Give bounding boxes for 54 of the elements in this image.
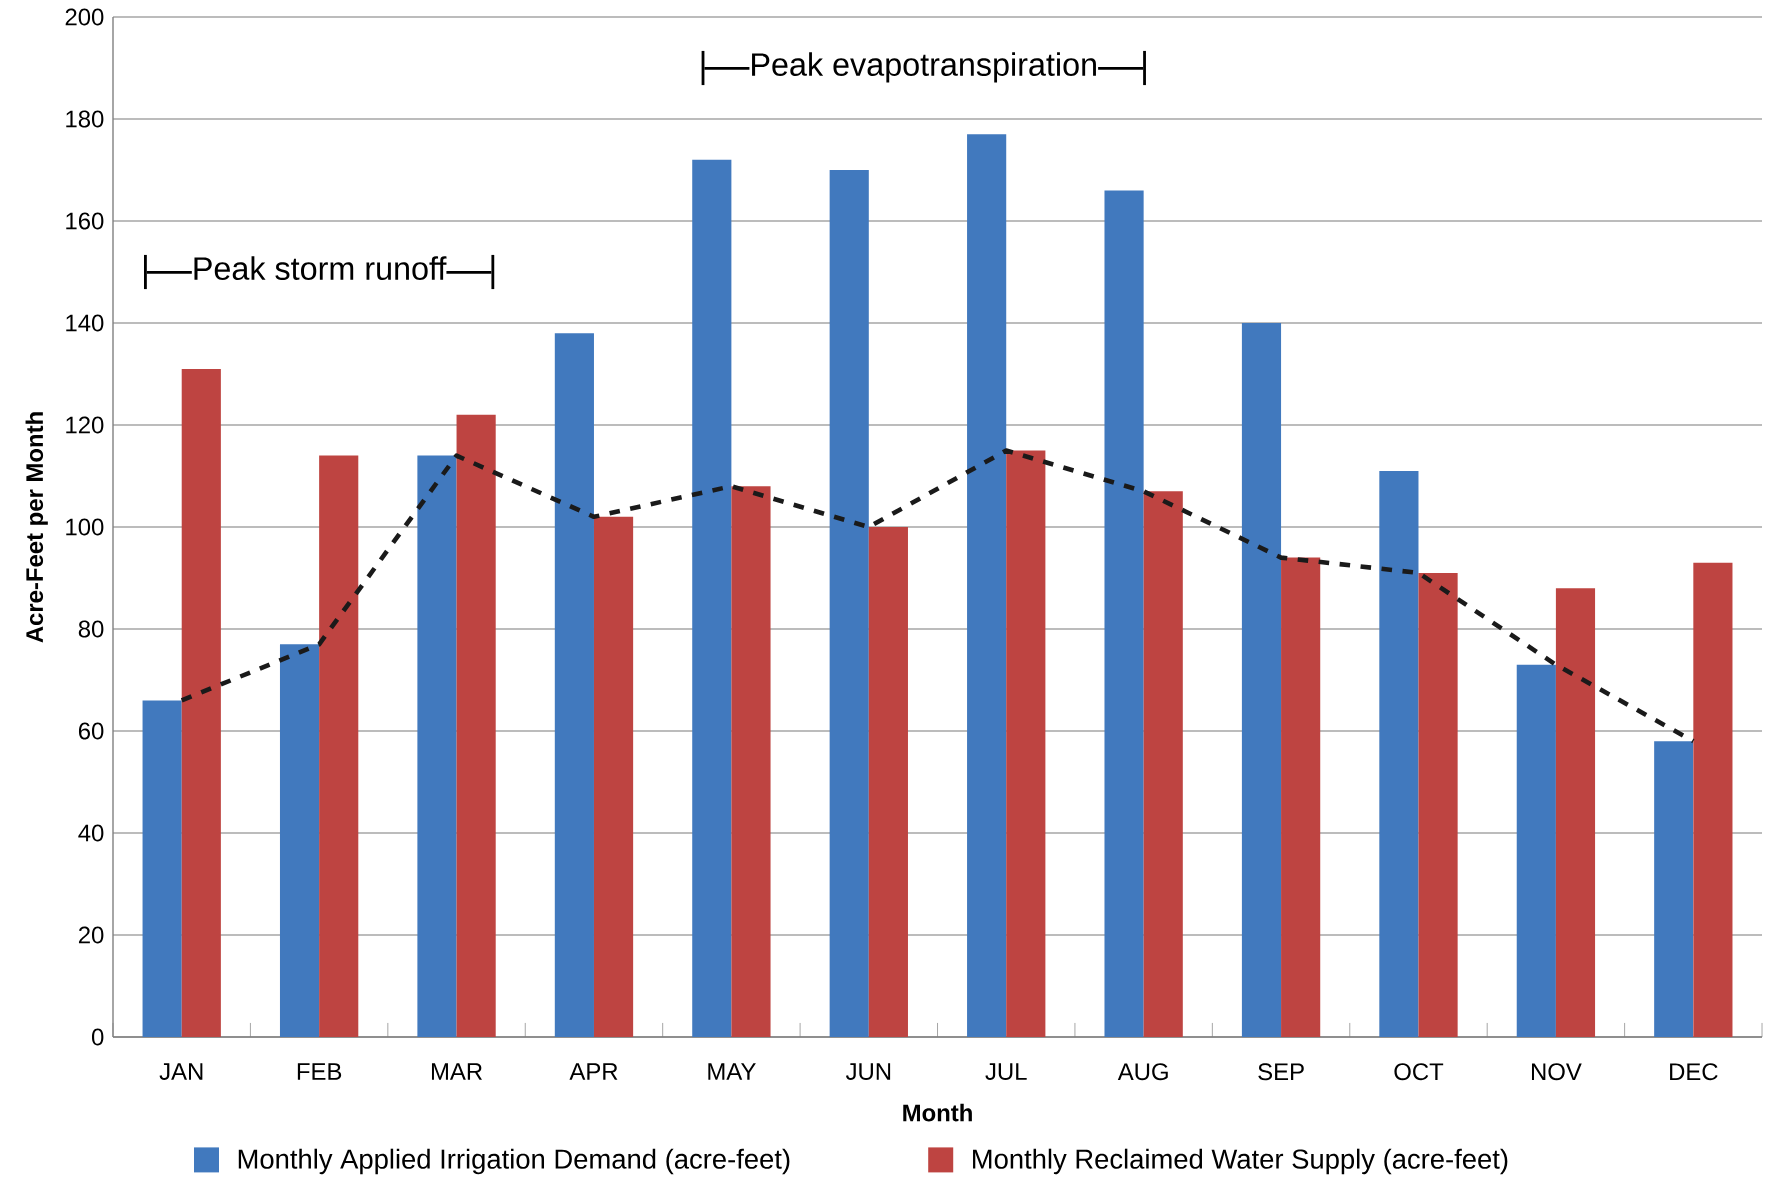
bar	[1006, 450, 1046, 1037]
y-tick-label: 140	[66, 314, 104, 332]
bar	[1654, 741, 1694, 1037]
x-tick-label: OCT	[1394, 1063, 1444, 1081]
x-tick-label: DEC	[1670, 1063, 1718, 1081]
y-tick-label: 200	[65, 8, 104, 26]
bar	[967, 134, 1007, 1037]
y-axis-title: Acre-Feet per Month	[25, 412, 48, 643]
x-tick-label: JAN	[159, 1063, 203, 1080]
legend-label: Monthly Applied Irrigation Demand (acre-feet)	[238, 1148, 790, 1175]
bar	[1379, 470, 1419, 1037]
annotation: Peak storm runoff	[194, 256, 447, 280]
bar	[1281, 557, 1321, 1037]
y-tick-label: 60	[78, 722, 104, 740]
bar	[1516, 664, 1556, 1037]
x-tick-label: FEB	[297, 1063, 342, 1080]
bar	[868, 526, 908, 1037]
x-tick-label: MAY	[708, 1063, 756, 1080]
y-tick-label: 180	[66, 110, 104, 128]
bar	[1241, 322, 1282, 1037]
bar	[417, 455, 457, 1037]
x-tick-label: SEP	[1258, 1063, 1304, 1081]
bar	[692, 159, 732, 1037]
bar	[319, 455, 359, 1037]
x-tick-label: MAR	[431, 1063, 482, 1080]
bar	[1693, 562, 1733, 1037]
bar	[731, 486, 771, 1037]
y-tick-label: 40	[78, 824, 104, 842]
y-tick-label: 160	[66, 212, 104, 230]
x-tick-label: AUG	[1117, 1063, 1168, 1081]
x-axis-title: Month	[903, 1103, 972, 1122]
x-tick-label: JUN	[845, 1063, 891, 1080]
bar	[142, 700, 182, 1037]
bar	[829, 169, 869, 1037]
x-tick-label: APR	[569, 1063, 618, 1080]
y-tick-label: 20	[78, 926, 104, 944]
bar	[593, 516, 634, 1037]
x-tick-label: NOV	[1531, 1063, 1582, 1081]
bar	[1143, 491, 1183, 1037]
y-tick-label: 100	[66, 518, 104, 536]
y-tick-label: 120	[66, 416, 104, 434]
bar	[279, 644, 320, 1037]
bar	[554, 333, 594, 1037]
x-tick-label: JUL	[985, 1063, 1027, 1080]
line-series	[179, 448, 1696, 744]
y-tick-label: 80	[78, 620, 104, 638]
y-tick-label: 0	[91, 1028, 104, 1046]
annotation: Peak evapotranspiration	[752, 52, 1096, 83]
bar	[1104, 190, 1144, 1037]
bar	[181, 368, 221, 1037]
bar	[456, 414, 496, 1037]
bar	[1555, 588, 1596, 1037]
legend-label: Monthly Reclaimed Water Supply (acre-feet)	[973, 1148, 1508, 1175]
bar	[1418, 572, 1458, 1037]
